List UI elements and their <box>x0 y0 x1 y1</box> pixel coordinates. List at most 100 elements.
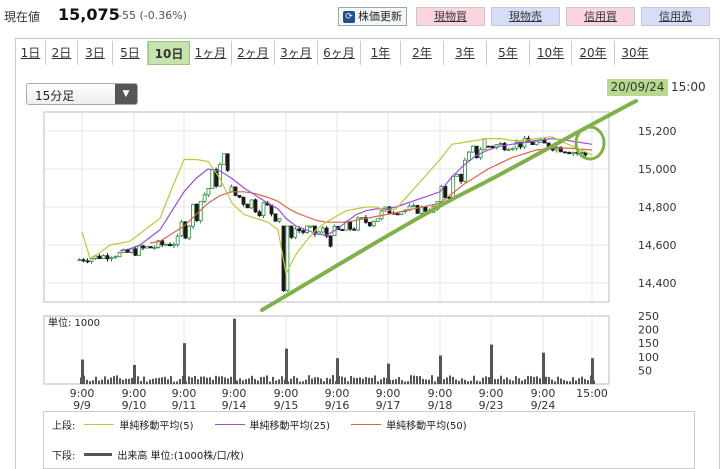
tab-20y[interactable]: 20年 <box>572 41 615 65</box>
volume-bar <box>497 379 499 384</box>
volume-bar <box>578 378 580 384</box>
candle-body <box>210 169 215 189</box>
x-tick-time: 15:00 <box>576 387 608 400</box>
candle-body <box>348 221 353 230</box>
volume-bar <box>314 377 316 384</box>
interval-select-value: 15分足 <box>35 89 75 103</box>
price-tick-label: 15,000 <box>638 163 677 176</box>
tab-1d[interactable]: 1日 <box>16 41 46 65</box>
volume-bar <box>377 381 379 384</box>
volume-bar <box>476 380 478 384</box>
chevron-down-icon[interactable]: ▼ <box>115 84 137 104</box>
candle-body <box>245 203 250 209</box>
x-tick-date: 9/16 <box>325 399 350 412</box>
candle-body <box>129 248 134 254</box>
tab-10d[interactable]: 10日 <box>148 41 190 65</box>
volume-bar <box>443 379 445 384</box>
tab-3y[interactable]: 3年 <box>444 41 487 65</box>
volume-bar <box>473 375 475 384</box>
volume-bar <box>464 379 466 384</box>
volume-bar <box>173 381 175 384</box>
volume-bar <box>398 376 400 384</box>
volume-bar <box>455 379 457 384</box>
tab-10y[interactable]: 10年 <box>530 41 572 65</box>
volume-bar <box>551 379 553 384</box>
volume-bar <box>149 379 151 384</box>
tab-30y[interactable]: 30年 <box>621 46 649 60</box>
volume-spike-bar <box>591 358 594 384</box>
price-change: -55 (-0.36%) <box>118 9 187 22</box>
x-tick-time: 9:00 <box>222 387 247 400</box>
volume-bar <box>362 378 364 384</box>
candle-body <box>156 240 161 248</box>
volume-bar <box>116 375 118 384</box>
candle-body <box>502 143 507 151</box>
legend-ma50-swatch <box>351 424 382 425</box>
refresh-button[interactable]: ⟳ 株価更新 <box>338 7 407 26</box>
volume-bar <box>407 381 409 384</box>
volume-bar <box>176 381 178 384</box>
volume-bar <box>320 378 322 384</box>
x-tick-time: 9:00 <box>274 387 299 400</box>
legend-ma25-swatch <box>214 424 245 425</box>
volume-bar <box>434 381 436 384</box>
tab-3d[interactable]: 3日 <box>78 41 113 65</box>
volume-bar <box>197 379 199 384</box>
margin-sell-button[interactable]: 信用売 <box>641 7 710 26</box>
volume-bar <box>299 381 301 384</box>
volume-bar <box>113 376 115 384</box>
volume-bar <box>206 377 208 384</box>
volume-bar <box>263 376 265 384</box>
cash-buy-button[interactable]: 現物買 <box>416 7 485 26</box>
volume-bar <box>587 380 589 384</box>
candle-body <box>229 186 234 193</box>
candle-body <box>340 229 345 231</box>
volume-bar <box>326 377 328 384</box>
volume-bar <box>560 378 562 384</box>
volume-bar <box>179 379 181 384</box>
tab-3m[interactable]: 3ヶ月 <box>275 41 318 65</box>
candle-body <box>148 246 153 249</box>
tab-1m[interactable]: 1ヶ月 <box>190 41 232 65</box>
period-tabs: 1日 2日 3日 5日 10日 1ヶ月 2ヶ月 3ヶ月 6ヶ月 1年 2年 3年… <box>16 41 655 67</box>
candle-body <box>191 203 195 227</box>
volume-bar <box>248 378 250 384</box>
legend-ma50: 単純移動平均(50) <box>386 421 467 432</box>
volume-bar <box>188 376 190 384</box>
x-tick-time: 9:00 <box>479 387 504 400</box>
volume-bar <box>533 377 535 384</box>
candle-body <box>423 206 428 212</box>
volume-bar <box>503 379 505 384</box>
volume-bar <box>431 375 433 384</box>
tab-2d[interactable]: 2日 <box>46 41 78 65</box>
legend-ma25: 単純移動平均(25) <box>249 421 331 432</box>
volume-bar <box>494 379 496 384</box>
interval-select[interactable]: 15分足 ▼ <box>26 83 138 105</box>
volume-spike-bar <box>133 364 136 384</box>
volume-bar <box>380 379 382 384</box>
volume-bar <box>371 378 373 384</box>
tab-2m[interactable]: 2ヶ月 <box>232 41 275 65</box>
tab-6m[interactable]: 6ヶ月 <box>318 41 361 65</box>
candle-body <box>363 217 368 223</box>
volume-spike-bar <box>81 359 84 384</box>
volume-bar <box>164 376 166 384</box>
volume-bar <box>305 379 307 384</box>
volume-bar <box>350 376 352 384</box>
cash-sell-button[interactable]: 現物売 <box>491 7 560 26</box>
tab-2y[interactable]: 2年 <box>401 41 444 65</box>
volume-bar <box>485 376 487 384</box>
tab-5y[interactable]: 5年 <box>487 41 530 65</box>
volume-bar <box>566 381 568 384</box>
candle-body <box>466 151 471 161</box>
candle-body <box>463 159 467 182</box>
candle-body <box>187 225 192 239</box>
margin-buy-button[interactable]: 信用買 <box>566 7 635 26</box>
candle-body <box>451 175 456 199</box>
volume-bar <box>506 377 508 384</box>
tab-5d[interactable]: 5日 <box>113 41 148 65</box>
candle-body <box>459 174 463 182</box>
tab-1y[interactable]: 1年 <box>361 41 401 65</box>
candle-body <box>455 174 460 177</box>
